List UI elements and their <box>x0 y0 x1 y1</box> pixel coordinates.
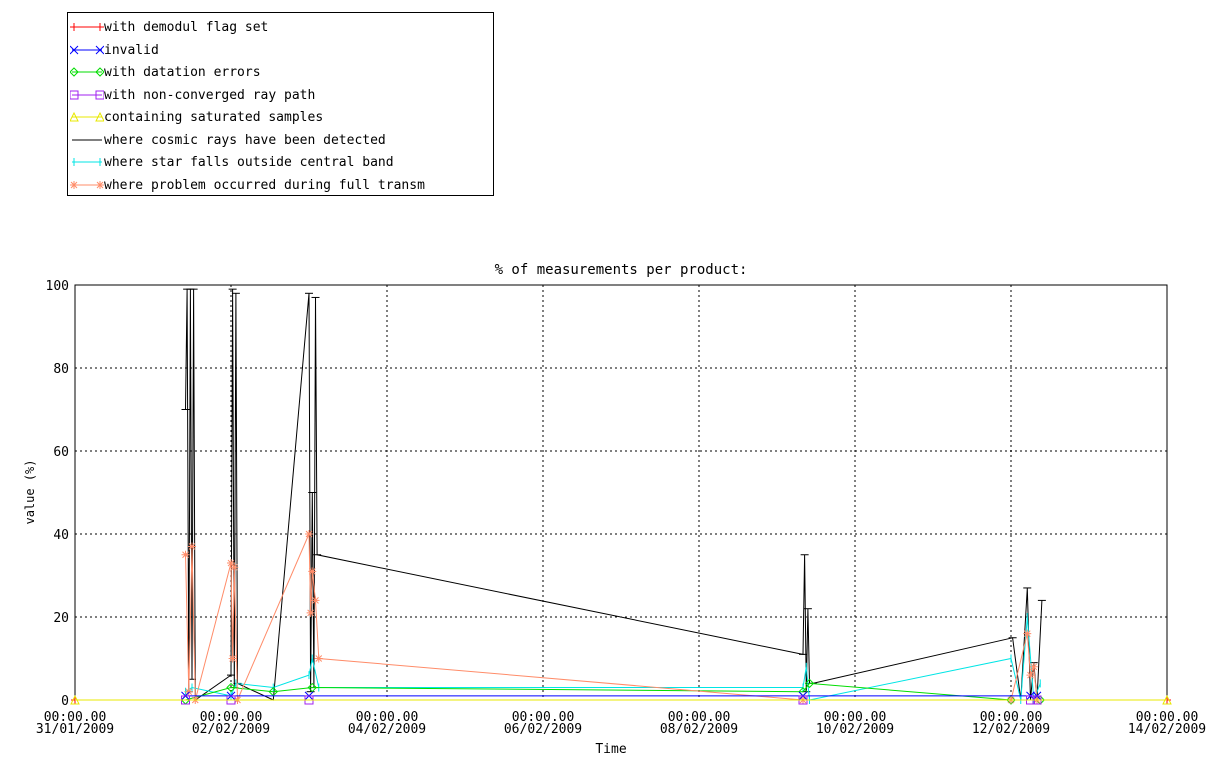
legend-label: containing saturated samples <box>104 110 324 125</box>
legend-marker <box>70 111 79 122</box>
legend-item: with demodul flag set <box>70 17 490 39</box>
legend-marker <box>70 180 78 189</box>
data-point <box>1026 671 1035 680</box>
legend-marker <box>70 23 78 31</box>
legend-label: where problem occurred during full trans… <box>104 177 425 193</box>
legend-marker <box>70 67 79 77</box>
series-where-cosmic-rays-have-been-detected <box>181 288 1046 701</box>
legend-item: where star falls outside central band <box>70 152 490 174</box>
legend-item: containing saturated samples <box>70 107 490 129</box>
legend-marker <box>70 90 79 99</box>
legend-marker <box>96 180 104 189</box>
x-tick-date: 04/02/2009 <box>348 722 426 737</box>
legend-marker <box>96 23 104 31</box>
data-point <box>804 678 815 689</box>
legend-marker <box>95 90 104 99</box>
legend-swatch <box>70 23 104 31</box>
y-tick-label: 100 <box>46 279 69 294</box>
y-tick-label: 80 <box>53 362 69 377</box>
y-tick-label: 20 <box>53 611 69 626</box>
x-tick-date: 31/01/2009 <box>36 722 114 737</box>
x-tick-time: 00:00.00 <box>1136 710 1199 725</box>
data-point <box>228 654 237 663</box>
legend-label: with datation errors <box>104 65 261 80</box>
y-tick-label: 60 <box>53 445 69 460</box>
axis-ticks: 00:00.0031/01/200900:00.0002/02/200900:0… <box>36 279 1206 737</box>
legend-marker <box>95 67 104 77</box>
legend-label: with non-converged ray path <box>104 87 316 103</box>
data-point <box>226 682 236 693</box>
y-tick-label: 40 <box>53 528 69 543</box>
data-point <box>70 694 80 705</box>
legend-swatch <box>70 111 104 122</box>
legend-marker <box>70 45 79 54</box>
data-point <box>311 596 320 605</box>
legend-swatch <box>72 139 102 140</box>
legend-marker <box>95 45 104 54</box>
data-point <box>1029 662 1038 671</box>
legend-swatch <box>70 45 104 54</box>
x-tick-time: 00:00.00 <box>512 710 575 725</box>
data-point <box>181 550 190 559</box>
x-axis-label: Time <box>595 742 626 757</box>
series-containing-saturated-samples <box>70 694 1172 705</box>
legend-item: invalid <box>70 40 490 62</box>
data-point <box>230 563 239 572</box>
legend-swatch <box>70 180 104 189</box>
legend-label: where star falls outside central band <box>104 155 394 170</box>
data-point <box>308 567 317 576</box>
data-point <box>305 530 313 538</box>
data-point <box>1023 629 1032 638</box>
y-tick-label: 0 <box>61 694 69 709</box>
legend-label: where cosmic rays have been detected <box>104 132 386 148</box>
x-tick-date: 14/02/2009 <box>1128 722 1206 737</box>
x-tick-time: 00:00.00 <box>44 710 107 725</box>
legend-swatch <box>70 67 104 77</box>
x-tick-date: 06/02/2009 <box>504 722 582 737</box>
data-point <box>307 682 317 693</box>
x-tick-time: 00:00.00 <box>668 710 731 725</box>
data-point <box>227 559 235 568</box>
x-tick-date: 12/02/2009 <box>972 722 1050 737</box>
legend-label: with demodul flag set <box>104 20 269 35</box>
data-point <box>1162 694 1172 705</box>
x-tick-time: 00:00.00 <box>200 710 263 725</box>
legend-label: invalid <box>104 42 159 58</box>
series-layer <box>70 288 1172 705</box>
x-tick-date: 02/02/2009 <box>192 722 270 737</box>
data-point <box>306 608 315 617</box>
data-point <box>314 654 323 663</box>
data-point <box>184 687 193 696</box>
series-line <box>185 289 1043 701</box>
legend-item: with datation errors <box>70 62 490 84</box>
series-line <box>185 682 1041 701</box>
legend-item: where cosmic rays have been detected <box>70 130 490 152</box>
grid-lines <box>75 285 1167 700</box>
x-tick-time: 00:00.00 <box>356 710 419 725</box>
y-axis-label: value (%) <box>23 459 37 524</box>
x-tick-time: 00:00.00 <box>824 710 887 725</box>
x-tick-date: 10/02/2009 <box>816 722 894 737</box>
legend-item: where problem occurred during full trans… <box>70 175 490 197</box>
data-point <box>188 542 196 551</box>
chart-title: % of measurements per product: <box>495 262 748 278</box>
x-tick-time: 00:00.00 <box>980 710 1043 725</box>
x-tick-date: 08/02/2009 <box>660 722 738 737</box>
chart-legend: with demodul flag set invalid with datatio… <box>67 12 494 196</box>
legend-marker <box>95 111 104 122</box>
legend-swatch <box>70 90 104 99</box>
legend-item: with non-converged ray path <box>70 85 490 107</box>
plot-frame <box>74 284 1168 701</box>
legend-swatch <box>72 158 102 166</box>
